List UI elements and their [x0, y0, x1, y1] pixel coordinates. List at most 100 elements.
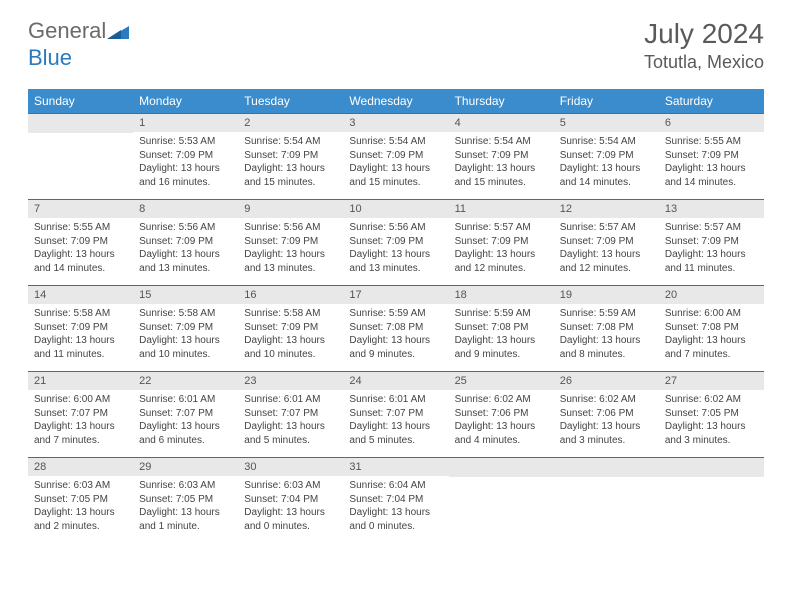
daylight-text: Daylight: 13 hours and 9 minutes. — [349, 334, 442, 361]
sunrise-text: Sunrise: 5:58 AM — [34, 307, 127, 321]
day-cell: 22Sunrise: 6:01 AMSunset: 7:07 PMDayligh… — [133, 372, 238, 458]
daylight-text: Daylight: 13 hours and 12 minutes. — [560, 248, 653, 275]
sunrise-text: Sunrise: 6:03 AM — [244, 479, 337, 493]
daylight-text: Daylight: 13 hours and 14 minutes. — [34, 248, 127, 275]
weekday-header-row: Sunday Monday Tuesday Wednesday Thursday… — [28, 89, 764, 114]
day-cell: 6Sunrise: 5:55 AMSunset: 7:09 PMDaylight… — [659, 114, 764, 200]
weekday-header: Friday — [554, 89, 659, 114]
sunrise-text: Sunrise: 5:54 AM — [244, 135, 337, 149]
day-cell: 2Sunrise: 5:54 AMSunset: 7:09 PMDaylight… — [238, 114, 343, 200]
sunrise-text: Sunrise: 5:58 AM — [244, 307, 337, 321]
sunrise-text: Sunrise: 5:53 AM — [139, 135, 232, 149]
day-number: 7 — [28, 200, 133, 218]
day-cell: 24Sunrise: 6:01 AMSunset: 7:07 PMDayligh… — [343, 372, 448, 458]
day-info: Sunrise: 5:59 AMSunset: 7:08 PMDaylight:… — [554, 304, 659, 365]
daylight-text: Daylight: 13 hours and 5 minutes. — [244, 420, 337, 447]
calendar-body: 1Sunrise: 5:53 AMSunset: 7:09 PMDaylight… — [28, 114, 764, 544]
sunset-text: Sunset: 7:04 PM — [349, 493, 442, 507]
daylight-text: Daylight: 13 hours and 8 minutes. — [560, 334, 653, 361]
week-row: 14Sunrise: 5:58 AMSunset: 7:09 PMDayligh… — [28, 286, 764, 372]
sunrise-text: Sunrise: 5:56 AM — [139, 221, 232, 235]
daylight-text: Daylight: 13 hours and 0 minutes. — [244, 506, 337, 533]
day-cell: 31Sunrise: 6:04 AMSunset: 7:04 PMDayligh… — [343, 458, 448, 544]
sunset-text: Sunset: 7:07 PM — [139, 407, 232, 421]
day-info: Sunrise: 6:00 AMSunset: 7:07 PMDaylight:… — [28, 390, 133, 451]
sunset-text: Sunset: 7:09 PM — [139, 321, 232, 335]
day-cell: 5Sunrise: 5:54 AMSunset: 7:09 PMDaylight… — [554, 114, 659, 200]
sunset-text: Sunset: 7:09 PM — [34, 321, 127, 335]
daylight-text: Daylight: 13 hours and 13 minutes. — [139, 248, 232, 275]
day-cell — [28, 114, 133, 200]
daylight-text: Daylight: 13 hours and 11 minutes. — [34, 334, 127, 361]
day-cell: 7Sunrise: 5:55 AMSunset: 7:09 PMDaylight… — [28, 200, 133, 286]
day-number: 6 — [659, 114, 764, 132]
brand-text: GeneralBlue — [28, 18, 129, 71]
sunset-text: Sunset: 7:08 PM — [665, 321, 758, 335]
day-info: Sunrise: 5:56 AMSunset: 7:09 PMDaylight:… — [238, 218, 343, 279]
sunrise-text: Sunrise: 5:55 AM — [34, 221, 127, 235]
daylight-text: Daylight: 13 hours and 1 minute. — [139, 506, 232, 533]
sunset-text: Sunset: 7:05 PM — [139, 493, 232, 507]
sunset-text: Sunset: 7:09 PM — [560, 149, 653, 163]
daylight-text: Daylight: 13 hours and 10 minutes. — [139, 334, 232, 361]
day-number: 24 — [343, 372, 448, 390]
sunrise-text: Sunrise: 5:57 AM — [665, 221, 758, 235]
weekday-header: Wednesday — [343, 89, 448, 114]
sunrise-text: Sunrise: 6:01 AM — [349, 393, 442, 407]
day-number: 13 — [659, 200, 764, 218]
day-info: Sunrise: 5:55 AMSunset: 7:09 PMDaylight:… — [28, 218, 133, 279]
daylight-text: Daylight: 13 hours and 11 minutes. — [665, 248, 758, 275]
daylight-text: Daylight: 13 hours and 0 minutes. — [349, 506, 442, 533]
empty-day-number — [449, 458, 554, 477]
daylight-text: Daylight: 13 hours and 9 minutes. — [455, 334, 548, 361]
day-cell: 27Sunrise: 6:02 AMSunset: 7:05 PMDayligh… — [659, 372, 764, 458]
day-number: 5 — [554, 114, 659, 132]
brand-triangle-icon — [107, 19, 129, 45]
day-info: Sunrise: 5:56 AMSunset: 7:09 PMDaylight:… — [133, 218, 238, 279]
empty-day-number — [554, 458, 659, 477]
day-cell: 12Sunrise: 5:57 AMSunset: 7:09 PMDayligh… — [554, 200, 659, 286]
day-cell — [449, 458, 554, 544]
day-number: 26 — [554, 372, 659, 390]
day-info: Sunrise: 6:01 AMSunset: 7:07 PMDaylight:… — [133, 390, 238, 451]
daylight-text: Daylight: 13 hours and 14 minutes. — [560, 162, 653, 189]
day-info: Sunrise: 5:57 AMSunset: 7:09 PMDaylight:… — [554, 218, 659, 279]
day-info: Sunrise: 6:03 AMSunset: 7:05 PMDaylight:… — [28, 476, 133, 537]
daylight-text: Daylight: 13 hours and 5 minutes. — [349, 420, 442, 447]
day-cell: 26Sunrise: 6:02 AMSunset: 7:06 PMDayligh… — [554, 372, 659, 458]
day-cell: 23Sunrise: 6:01 AMSunset: 7:07 PMDayligh… — [238, 372, 343, 458]
sunrise-text: Sunrise: 5:54 AM — [349, 135, 442, 149]
sunrise-text: Sunrise: 5:56 AM — [349, 221, 442, 235]
day-info: Sunrise: 6:01 AMSunset: 7:07 PMDaylight:… — [343, 390, 448, 451]
daylight-text: Daylight: 13 hours and 4 minutes. — [455, 420, 548, 447]
weekday-header: Sunday — [28, 89, 133, 114]
day-info: Sunrise: 5:54 AMSunset: 7:09 PMDaylight:… — [554, 132, 659, 193]
day-info: Sunrise: 5:59 AMSunset: 7:08 PMDaylight:… — [449, 304, 554, 365]
day-info: Sunrise: 5:58 AMSunset: 7:09 PMDaylight:… — [133, 304, 238, 365]
day-cell: 18Sunrise: 5:59 AMSunset: 7:08 PMDayligh… — [449, 286, 554, 372]
day-cell: 20Sunrise: 6:00 AMSunset: 7:08 PMDayligh… — [659, 286, 764, 372]
sunset-text: Sunset: 7:05 PM — [34, 493, 127, 507]
sunrise-text: Sunrise: 6:02 AM — [665, 393, 758, 407]
sunset-text: Sunset: 7:09 PM — [455, 149, 548, 163]
day-info: Sunrise: 5:59 AMSunset: 7:08 PMDaylight:… — [343, 304, 448, 365]
day-number: 20 — [659, 286, 764, 304]
sunrise-text: Sunrise: 6:04 AM — [349, 479, 442, 493]
day-info: Sunrise: 5:57 AMSunset: 7:09 PMDaylight:… — [659, 218, 764, 279]
weekday-header: Saturday — [659, 89, 764, 114]
sunset-text: Sunset: 7:09 PM — [139, 235, 232, 249]
day-cell: 8Sunrise: 5:56 AMSunset: 7:09 PMDaylight… — [133, 200, 238, 286]
day-number: 28 — [28, 458, 133, 476]
day-number: 19 — [554, 286, 659, 304]
week-row: 21Sunrise: 6:00 AMSunset: 7:07 PMDayligh… — [28, 372, 764, 458]
sunset-text: Sunset: 7:07 PM — [244, 407, 337, 421]
day-number: 18 — [449, 286, 554, 304]
day-number: 22 — [133, 372, 238, 390]
day-info: Sunrise: 5:56 AMSunset: 7:09 PMDaylight:… — [343, 218, 448, 279]
sunset-text: Sunset: 7:09 PM — [244, 321, 337, 335]
weekday-header: Thursday — [449, 89, 554, 114]
sunrise-text: Sunrise: 6:03 AM — [139, 479, 232, 493]
day-info: Sunrise: 6:02 AMSunset: 7:05 PMDaylight:… — [659, 390, 764, 451]
daylight-text: Daylight: 13 hours and 15 minutes. — [349, 162, 442, 189]
day-info: Sunrise: 5:57 AMSunset: 7:09 PMDaylight:… — [449, 218, 554, 279]
